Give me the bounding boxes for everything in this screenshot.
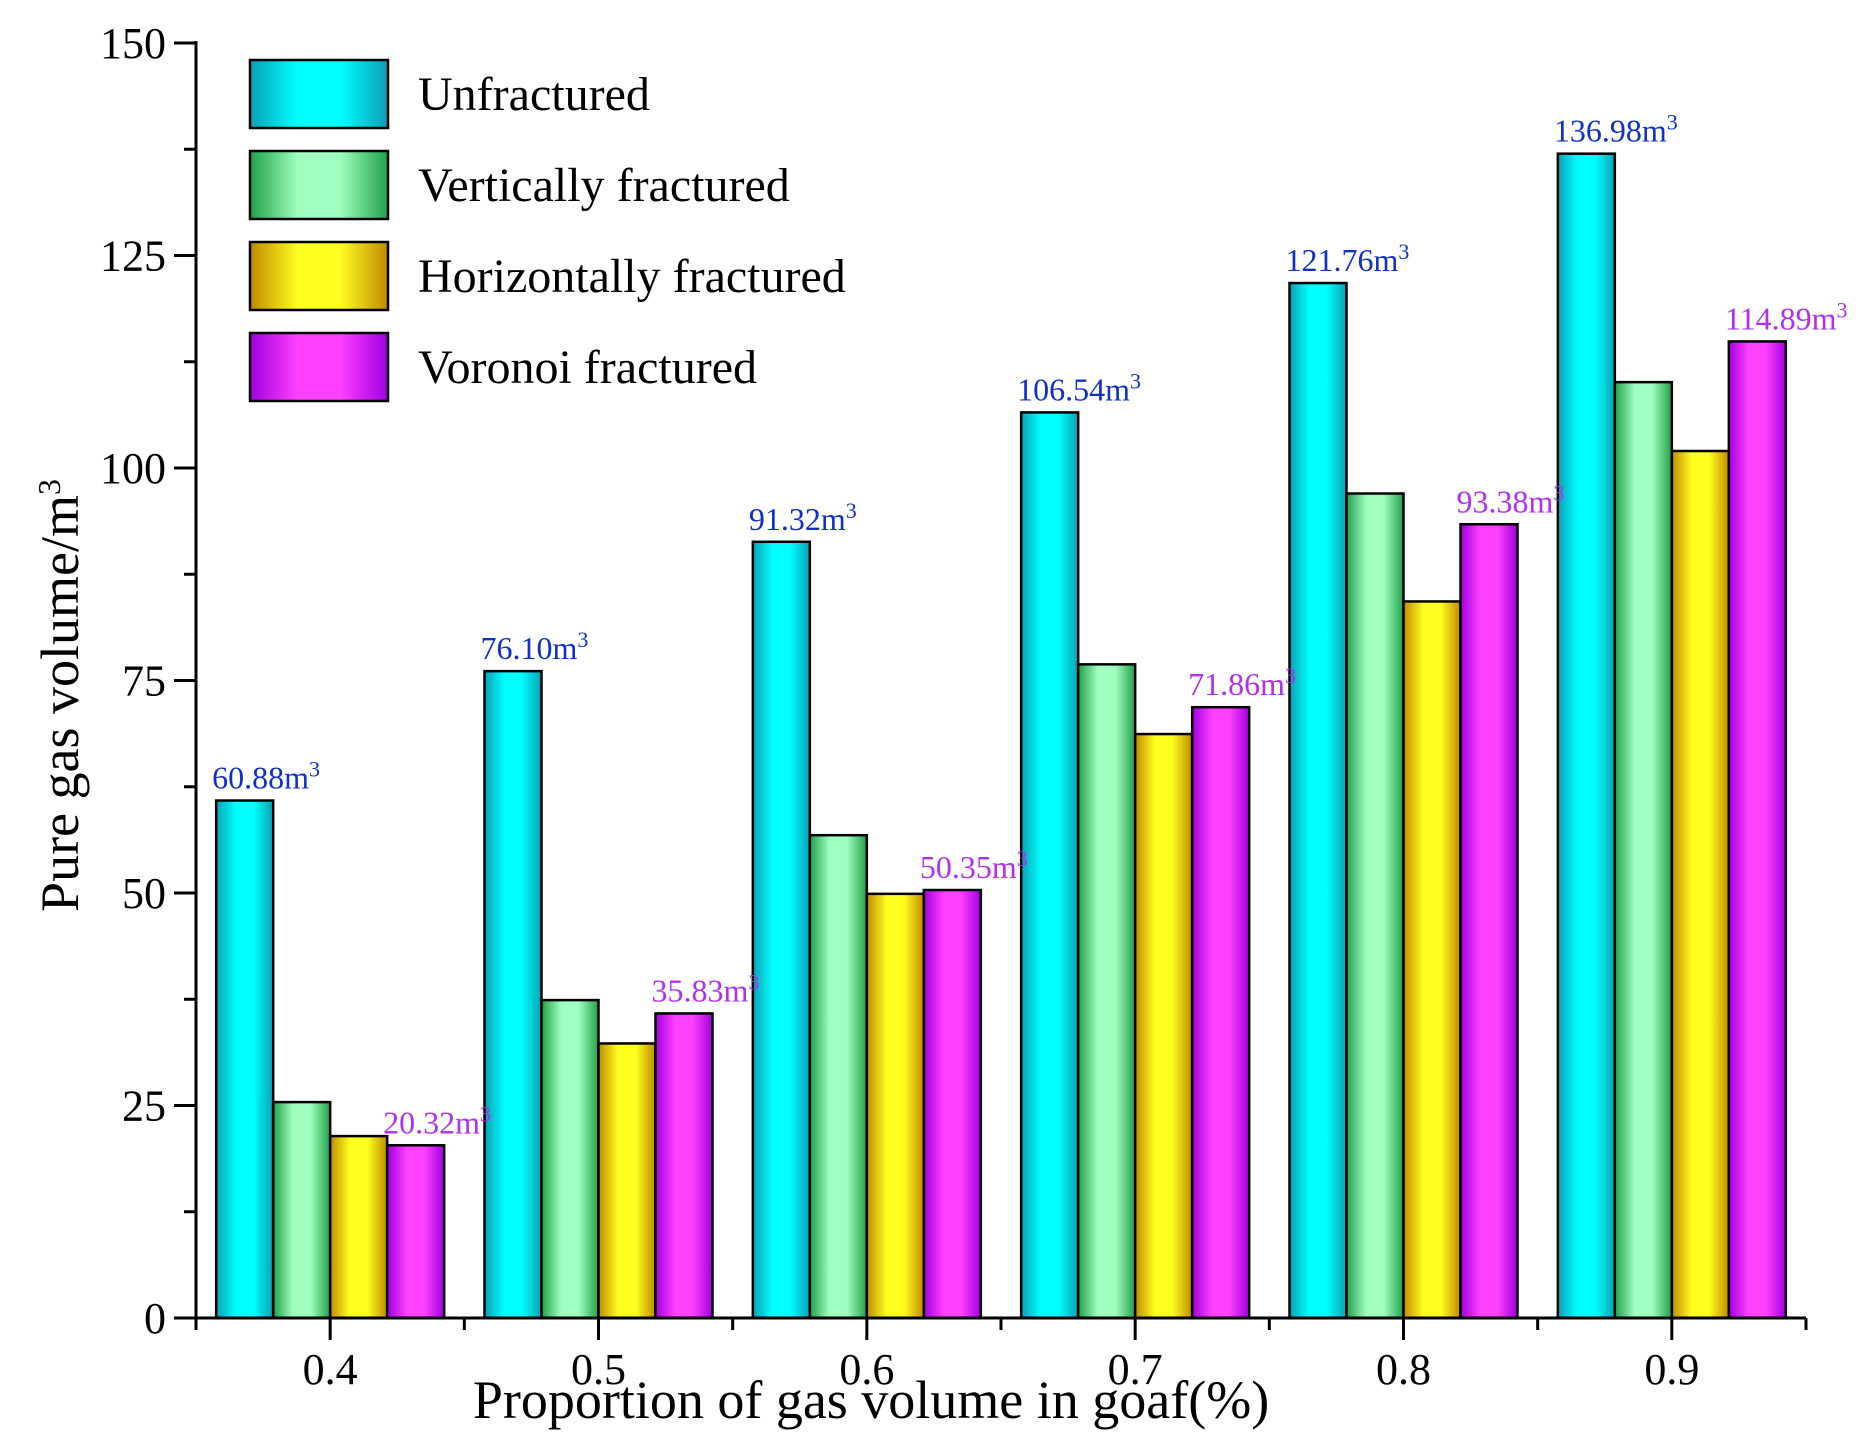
- data-label-text: 91.32m: [749, 501, 846, 537]
- data-label-sup: 3: [1837, 297, 1848, 322]
- x-tick-label: 0.4: [303, 1345, 358, 1394]
- data-label-sup: 3: [1017, 846, 1028, 871]
- bar-unfractured-0.7: [1019, 411, 1080, 1320]
- data-label-sup: 3: [480, 1101, 491, 1126]
- y-tick-label: 75: [122, 657, 166, 706]
- data-label: 106.54m3: [1017, 368, 1141, 407]
- data-label-text: 106.54m: [1017, 371, 1130, 407]
- data-label-text: 20.32m: [383, 1104, 480, 1140]
- bar-vertically-fractured-0.8: [1345, 492, 1405, 1320]
- y-tick-label: 0: [144, 1294, 166, 1343]
- y-tick-label: 125: [100, 232, 166, 281]
- bar-vertically-fractured-0.9: [1613, 380, 1674, 1320]
- legend-label: Voronoi fractured: [418, 341, 757, 394]
- bar-voronoi-fractured-0.7: [1190, 705, 1251, 1320]
- bar-unfractured-0.4: [214, 799, 275, 1320]
- x-tick-label: 0.6: [839, 1345, 894, 1394]
- bar-voronoi-fractured-0.4: [385, 1144, 446, 1320]
- y-tick-label: 50: [122, 869, 166, 918]
- data-label-sup: 3: [1398, 239, 1409, 264]
- x-tick-label: 0.8: [1376, 1345, 1431, 1394]
- bar-voronoi-fractured-0.6: [922, 888, 983, 1320]
- bar-horizontally-fractured-0.8: [1402, 600, 1462, 1320]
- bar-unfractured-0.5: [483, 669, 543, 1320]
- y-tick-label: 25: [122, 1082, 166, 1131]
- data-label-sup: 3: [1130, 368, 1141, 393]
- bar-horizontally-fractured-0.7: [1133, 732, 1194, 1320]
- data-label: 136.98m3: [1554, 110, 1678, 149]
- legend-swatch-vertically-fractured: [248, 149, 390, 221]
- legend-swatch-voronoi-fractured: [248, 331, 390, 403]
- data-label-sup: 3: [846, 498, 857, 523]
- bar-horizontally-fractured-0.9: [1670, 449, 1731, 1320]
- legend-swatch-unfractured: [248, 58, 390, 130]
- bar-horizontally-fractured-0.5: [597, 1042, 657, 1320]
- y-tick-label: 150: [100, 19, 166, 68]
- data-labels-layer: 60.88m376.10m391.32m3106.54m3121.76m3136…: [212, 110, 1847, 1141]
- data-label: 93.38m3: [1457, 480, 1565, 519]
- data-label: 114.89m3: [1725, 297, 1848, 336]
- data-label-text: 136.98m: [1554, 113, 1667, 149]
- bar-unfractured-0.9: [1556, 152, 1617, 1320]
- y-axis-title-text: Pure gas volume/m: [30, 495, 90, 912]
- data-label: 71.86m3: [1188, 663, 1296, 702]
- data-label-text: 60.88m: [212, 760, 309, 796]
- bar-voronoi-fractured-0.8: [1459, 523, 1519, 1320]
- legend-label: Vertically fractured: [418, 159, 790, 212]
- data-label: 76.10m3: [481, 627, 589, 666]
- data-label: 60.88m3: [212, 757, 320, 796]
- data-label-text: 114.89m: [1725, 300, 1837, 336]
- data-label-sup: 3: [748, 969, 759, 994]
- y-tick-label: 100: [100, 444, 166, 493]
- bar-horizontally-fractured-0.4: [328, 1134, 389, 1320]
- legend-label: Horizontally fractured: [418, 250, 846, 303]
- bar-voronoi-fractured-0.9: [1727, 340, 1788, 1320]
- bar-vertically-fractured-0.4: [271, 1100, 332, 1320]
- data-label-sup: 3: [1553, 480, 1564, 505]
- data-label-sup: 3: [1667, 110, 1678, 135]
- bar-vertically-fractured-0.7: [1076, 663, 1137, 1320]
- data-label-sup: 3: [309, 757, 320, 782]
- data-label: 121.76m3: [1286, 239, 1410, 278]
- data-label-text: 50.35m: [920, 849, 1017, 885]
- data-label-text: 93.38m: [1457, 483, 1554, 519]
- x-tick-label: 0.7: [1108, 1345, 1163, 1394]
- data-label-text: 35.83m: [652, 972, 749, 1008]
- data-label-sup: 3: [577, 627, 588, 652]
- x-axis-title: Proportion of gas volume in goaf(%): [473, 1370, 1269, 1430]
- bar-unfractured-0.8: [1288, 281, 1348, 1320]
- y-axis-title: Pure gas volume/m3: [30, 479, 90, 912]
- bar-unfractured-0.6: [751, 540, 812, 1320]
- data-label: 35.83m3: [652, 969, 760, 1008]
- data-label: 20.32m3: [383, 1101, 491, 1140]
- data-label-sup: 3: [1285, 663, 1296, 688]
- data-label-text: 76.10m: [481, 630, 578, 666]
- bar-vertically-fractured-0.6: [808, 833, 869, 1320]
- bar-voronoi-fractured-0.5: [654, 1012, 714, 1320]
- bar-vertically-fractured-0.5: [540, 998, 600, 1320]
- data-label: 91.32m3: [749, 498, 857, 537]
- y-axis-title-sup: 3: [31, 479, 67, 495]
- legend-label: Unfractured: [418, 68, 650, 121]
- bars-layer: [214, 152, 1788, 1320]
- bar-horizontally-fractured-0.6: [865, 892, 926, 1320]
- data-label-text: 71.86m: [1188, 666, 1285, 702]
- data-label-text: 121.76m: [1286, 242, 1399, 278]
- axes-layer: 0 25 50 75 100 125 150 0.4 0.5 0.6 0.7 0.8 0.9: [100, 19, 1808, 1394]
- x-tick-label: 0.5: [571, 1345, 626, 1394]
- legend-swatch-horizontally-fractured: [248, 240, 390, 312]
- x-tick-label: 0.9: [1644, 1345, 1699, 1394]
- legend: Unfractured Vertically fractured Horizonta…: [248, 58, 846, 403]
- data-label: 50.35m3: [920, 846, 1028, 885]
